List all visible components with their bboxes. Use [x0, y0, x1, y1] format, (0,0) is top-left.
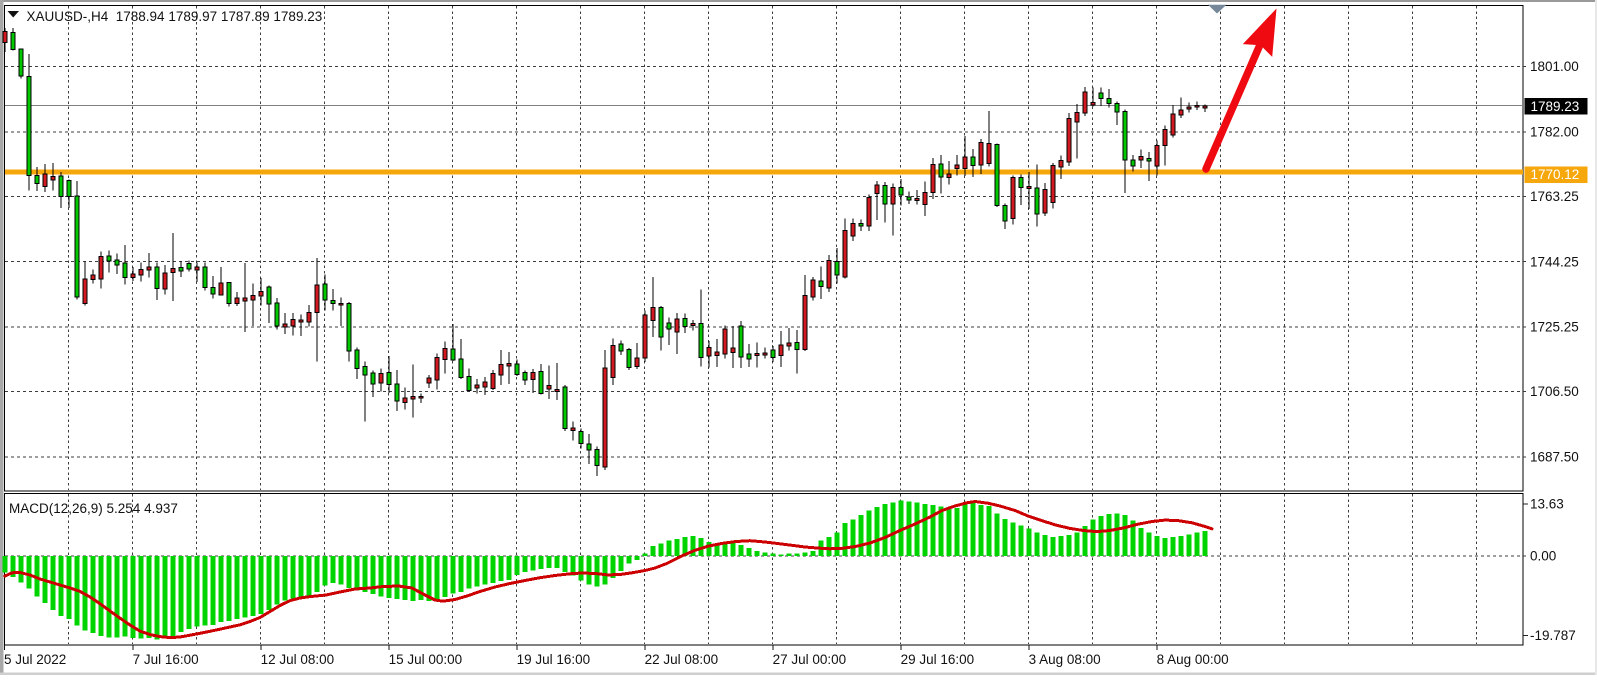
svg-text:7 Jul 16:00: 7 Jul 16:00	[133, 652, 199, 667]
svg-text:1706.50: 1706.50	[1530, 384, 1579, 399]
svg-text:1801.00: 1801.00	[1530, 59, 1579, 74]
svg-text:1789.23: 1789.23	[1531, 99, 1580, 114]
svg-text:1782.00: 1782.00	[1530, 124, 1579, 139]
svg-text:1770.12: 1770.12	[1531, 167, 1580, 182]
svg-text:29 Jul 16:00: 29 Jul 16:00	[901, 652, 975, 667]
svg-text:3 Aug 08:00: 3 Aug 08:00	[1029, 652, 1101, 667]
svg-text:0.00: 0.00	[1530, 549, 1556, 564]
svg-text:8 Aug 00:00: 8 Aug 00:00	[1157, 652, 1229, 667]
svg-text:MACD(12,26,9) 5.254 4.937: MACD(12,26,9) 5.254 4.937	[9, 501, 178, 516]
svg-text:1725.25: 1725.25	[1530, 320, 1579, 335]
svg-text:22 Jul 08:00: 22 Jul 08:00	[645, 652, 719, 667]
svg-text:1687.50: 1687.50	[1530, 450, 1579, 465]
svg-text:13.63: 13.63	[1530, 497, 1564, 512]
svg-text:15 Jul 00:00: 15 Jul 00:00	[389, 652, 463, 667]
svg-text:XAUUSD-,H4 1788.94 1789.97 17: XAUUSD-,H4 1788.94 1789.97 1787.89 1789.…	[27, 9, 323, 24]
svg-text:12 Jul 08:00: 12 Jul 08:00	[261, 652, 335, 667]
svg-text:-19.787: -19.787	[1530, 628, 1576, 643]
svg-text:19 Jul 16:00: 19 Jul 16:00	[517, 652, 591, 667]
svg-text:5 Jul 2022: 5 Jul 2022	[4, 652, 66, 667]
svg-text:1744.25: 1744.25	[1530, 254, 1579, 269]
svg-text:27 Jul 00:00: 27 Jul 00:00	[773, 652, 847, 667]
svg-text:1763.25: 1763.25	[1530, 189, 1579, 204]
